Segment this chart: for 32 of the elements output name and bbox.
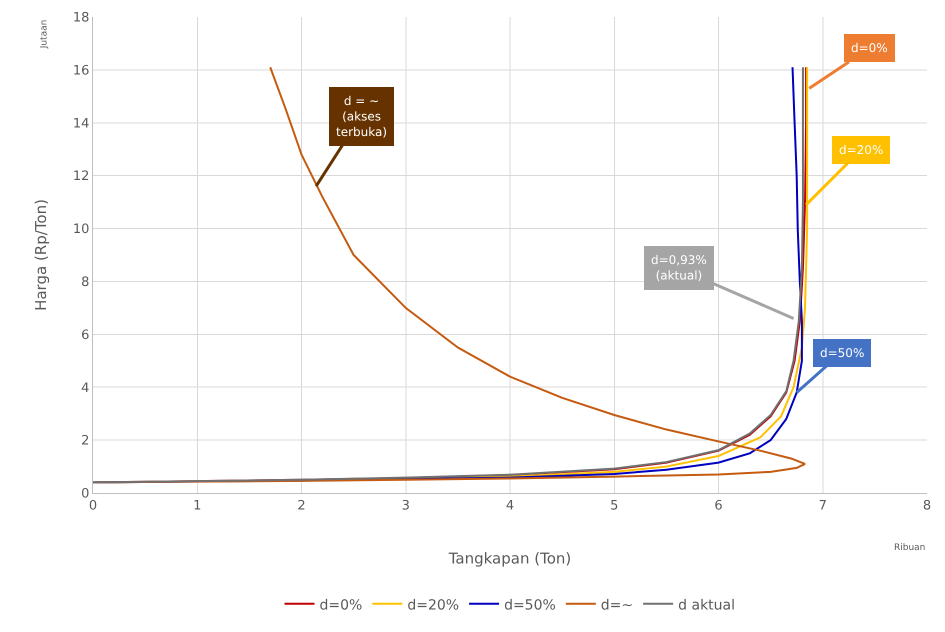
annotation: d=50% [820,346,864,360]
x-tick-label: 8 [922,498,932,514]
x-tick-label: 3 [402,498,410,514]
annotation: d = ~ (akses terbuka) [336,94,388,140]
x-tick-label: 5 [610,498,618,514]
y-tick-label: 16 [72,63,90,78]
legend-label: d=~ [600,597,634,614]
y-tick-label: 10 [72,222,90,238]
y-tick-label: 6 [81,328,90,343]
annotation: d=0% [851,41,888,55]
x-tick-label: 1 [193,498,202,514]
y-tick-label: 4 [81,380,90,396]
y-tick-label: 2 [81,434,90,449]
y-tick-label: 8 [81,274,90,290]
legend-label: d=50% [504,597,556,614]
annotation: d=20% [839,143,884,157]
y-tick-label: 0 [81,486,90,502]
legend-label: d=0% [320,597,362,614]
text: Jutaan [39,20,50,50]
y-tick-label: 12 [72,169,90,184]
text: Ribuan [894,543,926,553]
annotation: d=0,93% (aktual) [651,253,707,283]
x-tick-label: 2 [297,498,306,514]
x-tick-label: 7 [818,498,827,514]
x-tick-label: 4 [506,498,514,514]
y-axis-title: Harga (Rp/Ton) [32,199,50,311]
y-tick-label: 14 [72,116,90,132]
legend-label: d aktual [678,597,736,614]
x-tick-label: 6 [714,498,723,514]
y-tick-label: 18 [72,10,90,26]
legend-label: d=20% [407,597,460,614]
x-axis-title: Tangkapan (Ton) [448,550,572,568]
